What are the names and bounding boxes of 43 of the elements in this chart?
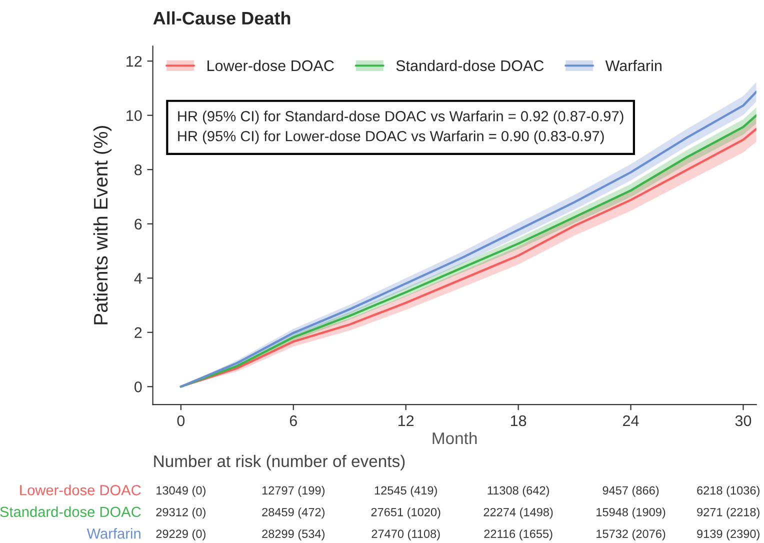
text: 15732 (2076) xyxy=(596,529,666,540)
text: Lower-dose DOAC xyxy=(20,484,141,496)
y-tick-label: 0 xyxy=(134,381,142,392)
text: 12545 (419) xyxy=(374,486,437,497)
text: Warfarin xyxy=(86,528,140,539)
y-tick-label: 12 xyxy=(126,56,142,67)
legend-label: Warfarin xyxy=(605,60,662,72)
text: 29229 (0) xyxy=(156,529,206,540)
text: 9139 (2390) xyxy=(697,529,760,540)
x-tick-label: 12 xyxy=(398,415,414,426)
text: 11308 (642) xyxy=(488,486,549,497)
x-axis-title: Month xyxy=(432,432,477,444)
x-tick-label: 24 xyxy=(623,415,639,426)
text: 15948 (1909) xyxy=(596,508,666,519)
text: 6218 (1036) xyxy=(697,486,760,497)
text: 22274 (1498) xyxy=(484,508,553,519)
legend-label: Standard-dose DOAC xyxy=(396,60,544,72)
text: 28299 (534) xyxy=(262,529,324,540)
text: 9271 (2218) xyxy=(697,508,760,519)
legend-label: Lower-dose DOAC xyxy=(208,60,334,72)
text: Standard-dose DOAC xyxy=(0,506,141,518)
text: 12797 (199) xyxy=(262,486,324,497)
x-tick-label: 18 xyxy=(510,415,526,426)
y-tick-label: 10 xyxy=(126,110,142,122)
annotation: HR (95% CI) for Lower-dose DOAC vs Warfarin = 0.90 (0.83-0.97) xyxy=(178,130,604,144)
x-tick-label: 0 xyxy=(177,415,185,426)
y-axis-title: Patients with Event (%) xyxy=(93,126,112,324)
chart-title: All-Cause Death xyxy=(153,11,290,25)
text: Number at risk (number of events) xyxy=(154,454,405,470)
annotation: HR (95% CI) for Standard-dose DOAC vs Warfarin = 0.92 (0.87-0.97) xyxy=(178,110,624,124)
x-tick-label: 30 xyxy=(735,415,752,426)
text: 9457 (866) xyxy=(602,486,659,497)
text: 27651 (1020) xyxy=(371,508,440,519)
text: 27470 (1108) xyxy=(372,529,440,540)
x-tick-label: 6 xyxy=(290,415,297,426)
text: 28459 (472) xyxy=(262,508,324,519)
y-tick-label: 2 xyxy=(134,327,142,338)
text: 22116 (1655) xyxy=(484,529,552,540)
text: 13049 (0) xyxy=(156,486,206,497)
y-tick-label: 8 xyxy=(134,164,142,176)
text: 29312 (0) xyxy=(156,508,206,519)
y-tick-label: 6 xyxy=(134,218,142,230)
y-tick-label: 4 xyxy=(134,273,142,284)
